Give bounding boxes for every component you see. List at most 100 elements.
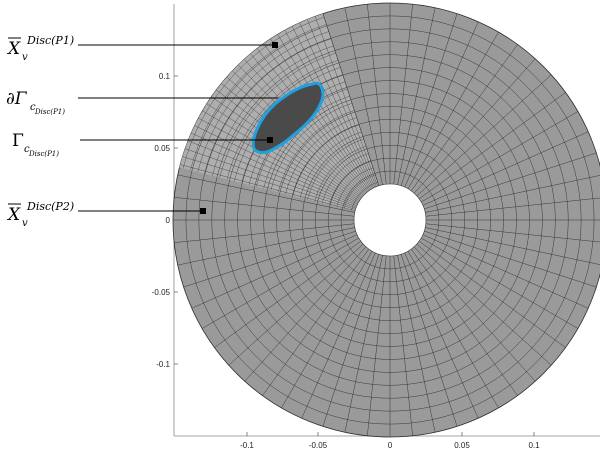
mesh-spoke-refined (202, 110, 359, 203)
mesh-spoke (393, 255, 413, 436)
marker (200, 208, 206, 214)
mesh-spoke (174, 223, 355, 243)
marker (267, 137, 273, 143)
mesh-spoke (214, 240, 362, 348)
mesh-ring-refined (270, 103, 353, 191)
mesh-spoke (397, 255, 436, 433)
y-tick-label: 0 (166, 216, 171, 225)
mesh-spoke-refined (263, 43, 370, 191)
mesh-spoke-refined (277, 34, 372, 190)
mesh-spoke (397, 7, 436, 185)
mesh-spoke (422, 131, 589, 206)
mesh-ring-refined (190, 24, 327, 171)
mesh-ring-refined (329, 160, 371, 205)
mesh-spoke (416, 74, 552, 197)
mesh-spoke (191, 234, 358, 309)
mesh-spoke (422, 234, 589, 309)
mesh-spoke-refined (185, 148, 357, 209)
mesh-spoke (281, 251, 373, 409)
label-base: Γ (12, 131, 24, 151)
svg-text:X: X (6, 205, 21, 225)
mesh-spoke-refined (206, 103, 360, 201)
mesh-spoke-refined (314, 16, 378, 187)
label-base: X (6, 205, 21, 225)
label-gamma-disc-p1: Γ c Disc(P1) (12, 131, 59, 158)
mesh-spoke (425, 223, 600, 243)
mesh-spoke (416, 243, 552, 366)
mesh-spoke (407, 251, 499, 409)
label-sub: c (30, 102, 36, 113)
y-tick-label: 0.05 (154, 144, 170, 153)
label-sub: v (22, 52, 28, 63)
mesh-spoke (344, 255, 383, 433)
x-tick-label: 0.1 (528, 441, 540, 450)
mesh-spoke (322, 254, 380, 427)
mesh-spoke (367, 255, 387, 436)
mesh-ring-refined (321, 153, 369, 204)
mesh-grid-lines (173, 3, 600, 437)
mesh-ring-refined (300, 131, 362, 198)
mesh-spoke (413, 246, 536, 382)
label-sub: v (22, 218, 28, 229)
label-sub: c (24, 144, 30, 155)
mesh-spoke (367, 4, 387, 185)
label-subsub: Disc(P1) (34, 108, 65, 116)
mesh-spoke (424, 230, 597, 288)
mesh-spoke (418, 92, 566, 200)
mesh-spoke (404, 21, 479, 188)
y-tick-label: -0.05 (152, 288, 171, 297)
mesh-spoke (425, 175, 600, 213)
mesh-ring-refined (351, 182, 378, 211)
mesh-ring-refined (197, 31, 329, 173)
mesh-spoke-refined (307, 19, 377, 187)
mesh-spoke-refined (322, 13, 380, 186)
inclusion-region (251, 81, 325, 155)
y-tick-label: -0.1 (156, 360, 170, 369)
mesh-spoke-refined (270, 38, 371, 191)
mesh-spoke (425, 227, 600, 265)
label-xv-disc-p2: X v Disc(P2) (6, 200, 74, 229)
label-sup: Disc(P1) (26, 34, 74, 47)
mesh-ring-refined (314, 146, 367, 202)
mesh-spoke (177, 174, 355, 213)
mesh-spoke (393, 4, 413, 185)
mesh-spoke (344, 7, 383, 185)
mesh-spoke (410, 44, 518, 192)
mesh-ring-refined (278, 110, 355, 193)
mesh-spoke-refined (194, 125, 358, 205)
mesh-spoke (183, 230, 356, 288)
mesh-spoke (174, 197, 355, 217)
mesh-spoke-refined (292, 26, 374, 188)
center-hole (353, 183, 427, 257)
mesh-spoke (301, 252, 376, 419)
mesh-spoke-refined (299, 22, 376, 188)
mesh-spoke (407, 31, 499, 189)
x-tick-label: 0.05 (454, 441, 470, 450)
label-dgamma-disc-p1: ∂Γ c Disc(P1) (6, 89, 65, 116)
mesh-spoke-refined (211, 96, 361, 200)
mesh-spoke-refined (221, 83, 363, 198)
label-subsub: Disc(P1) (28, 150, 59, 158)
label-sup: Disc(P2) (26, 200, 74, 213)
mesh-spoke (400, 254, 458, 427)
mesh-spoke-refined (256, 48, 369, 192)
mesh-spoke (413, 58, 536, 194)
mesh-spoke (418, 240, 566, 348)
mesh-spoke-refined (187, 140, 357, 208)
mesh-spoke-refined (226, 76, 364, 197)
label-base: ∂Γ (6, 89, 28, 109)
mesh-ring-refined (307, 138, 364, 200)
mesh-spoke-refined (180, 164, 356, 211)
mesh-spoke (425, 197, 600, 217)
mesh-spoke (424, 152, 597, 210)
marker (272, 42, 278, 48)
mesh-spoke (244, 246, 367, 382)
mesh-spoke-refined (284, 30, 373, 189)
mesh-spoke (400, 13, 458, 186)
mesh-spoke-refined (191, 132, 358, 206)
mesh-spoke (410, 248, 518, 396)
mesh-spoke (262, 248, 370, 396)
label-xv-disc-p1: X v Disc(P1) (6, 34, 74, 63)
x-tick-label: -0.1 (240, 441, 254, 450)
